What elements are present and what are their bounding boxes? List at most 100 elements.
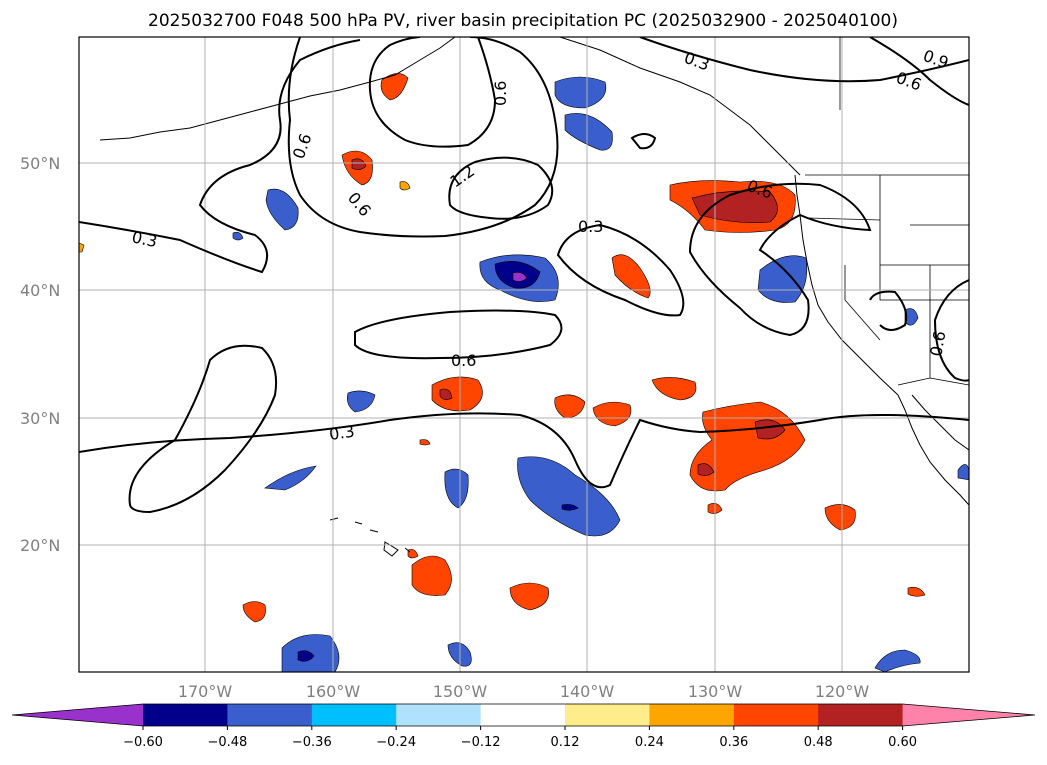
pos-patch-south-1 [411, 555, 452, 596]
colorbar-segment [565, 704, 650, 726]
colorbar-tick-label: 0.60 [888, 735, 917, 750]
colorbar-tick-label: 0.48 [804, 735, 833, 750]
map-panel: 0.3 0.9 0.6 0.6 0.6 1.2 0.3 0.3 0.6 0.6 … [79, 37, 969, 672]
pv-contour-0.3-north [79, 39, 361, 274]
latitude-labels: 50°N 40°N 30°N 20°N [20, 154, 60, 555]
pv-contour-0.6-top [869, 37, 969, 106]
map-title: 2025032700 F048 500 hPa PV, river basin … [148, 11, 898, 31]
pos-patch-diagonal [611, 254, 651, 299]
pos-patch-30n-mid [554, 394, 586, 419]
state-borders [807, 175, 969, 378]
lon-label: 130°W [688, 682, 743, 701]
map-frame [78, 36, 970, 673]
colorbar-segment [396, 704, 482, 726]
neg-patch-se [874, 649, 921, 672]
neg-patch-south-2 [444, 468, 469, 509]
pos-patch-baja-core [754, 419, 786, 440]
neg-patch-sw [347, 390, 376, 413]
colorbar-tick-label: 0.12 [551, 735, 580, 750]
pv-contour-0.3-se [869, 290, 908, 331]
lat-label: 20°N [20, 536, 60, 555]
pos-patch-baja-core-2 [697, 463, 715, 476]
colorbar-tick-label: 0.24 [635, 735, 664, 750]
pv-contour-0.3-loop [128, 344, 278, 514]
pv-contours [79, 37, 969, 514]
pos-patch-west-edge [79, 242, 85, 253]
coastlines [99, 37, 969, 557]
colorbar-segment [227, 704, 313, 726]
neg-patch-bottom-core [297, 650, 315, 662]
colorbar-extend-max [902, 704, 1035, 726]
mexico-mainland-coast [911, 394, 969, 451]
lon-label: 160°W [306, 682, 361, 701]
longitude-labels: 170°W 160°W 150°W 140°W 130°W 120°W [178, 682, 870, 701]
neg-patch-central-peak [512, 271, 528, 282]
political-borders [805, 37, 969, 386]
pos-patch-alaska [380, 73, 409, 101]
pos-patch-30n-west [431, 376, 483, 412]
pv-contour-small-loop [630, 133, 657, 150]
colorbar-segment [311, 704, 397, 726]
pv-contour-1.2 [448, 156, 554, 220]
pos-patch-30n-east [651, 377, 697, 401]
lat-label: 50°N [20, 154, 60, 173]
colorbar-segment [649, 704, 735, 726]
neg-patch-big-south [517, 456, 621, 537]
gridlines [79, 37, 969, 672]
neg-patch-small-fl [904, 308, 919, 326]
pos-patch-south-3 [242, 601, 266, 623]
neg-patch-west [265, 188, 299, 231]
lon-label: 150°W [433, 682, 488, 701]
pos-patch-small-2 [907, 587, 926, 597]
pos-patch-30n-west-core [439, 388, 453, 400]
lon-label: 120°W [815, 682, 870, 701]
pos-patch-pnw-core [691, 190, 778, 223]
pv-contour-0.6-band [354, 309, 563, 360]
pv-contour-0.6-se [933, 279, 969, 382]
pv-contour-0.3-south [79, 412, 969, 489]
hawaii-islands [329, 517, 411, 557]
contour-label: 0.6 [451, 351, 476, 370]
colorbar-tick-label: −0.36 [292, 735, 332, 750]
neg-patch-small-west [232, 231, 244, 241]
pos-patch-small-4 [407, 548, 419, 559]
neg-patch-east-edge [957, 464, 969, 481]
pos-patch-small-3 [419, 439, 431, 446]
pv-contour-0.6-east [688, 182, 872, 337]
contour-label: 0.3 [328, 422, 356, 444]
lat-label: 30°N [20, 409, 60, 428]
neg-patch-strip [264, 465, 317, 491]
pos-patch-south-2 [509, 582, 549, 611]
pos-patch-nw-core [351, 158, 367, 170]
alaska-gulf-coast [559, 37, 801, 176]
neg-patch-gulf-alaska [554, 76, 607, 109]
colorbar-segment [818, 704, 904, 726]
lat-label: 40°N [20, 281, 60, 300]
lon-label: 170°W [178, 682, 233, 701]
pos-patch-se [824, 504, 856, 531]
pv-contour-0.3-top [639, 37, 969, 83]
contour-label: 0.6 [926, 329, 949, 357]
colorbar-segment [480, 704, 566, 726]
alaska-aleutian-coast [99, 37, 456, 141]
colorbar-extend-min [12, 704, 143, 726]
colorbar-segment [733, 704, 819, 726]
colorbar-tick-label: −0.24 [376, 735, 416, 750]
colorbar-tick-label: −0.48 [207, 735, 247, 750]
contour-label: 0.6 [491, 81, 510, 106]
colorbar-tick-label: 0.36 [719, 735, 748, 750]
colorbar-tick-label: −0.12 [461, 735, 501, 750]
pv-contour-0.9 [368, 37, 497, 148]
colorbar-tick-label: −0.60 [123, 735, 163, 750]
pv-contour-0.6-west [287, 37, 559, 238]
contour-label: 0.3 [578, 217, 603, 236]
colorbar-segment [143, 704, 228, 726]
pos-patch-small-nw [399, 181, 411, 191]
neg-patch-oregon [757, 255, 808, 303]
neg-patch-big-south-core [561, 504, 579, 511]
colorbar: −0.60 −0.48 −0.36 −0.24 −0.12 0.12 0.24 0.36 0.4… [11, 703, 1036, 750]
lon-label: 140°W [560, 682, 615, 701]
contour-label: 0.3 [130, 227, 159, 251]
pv-contour-0.3-ring [556, 223, 685, 317]
